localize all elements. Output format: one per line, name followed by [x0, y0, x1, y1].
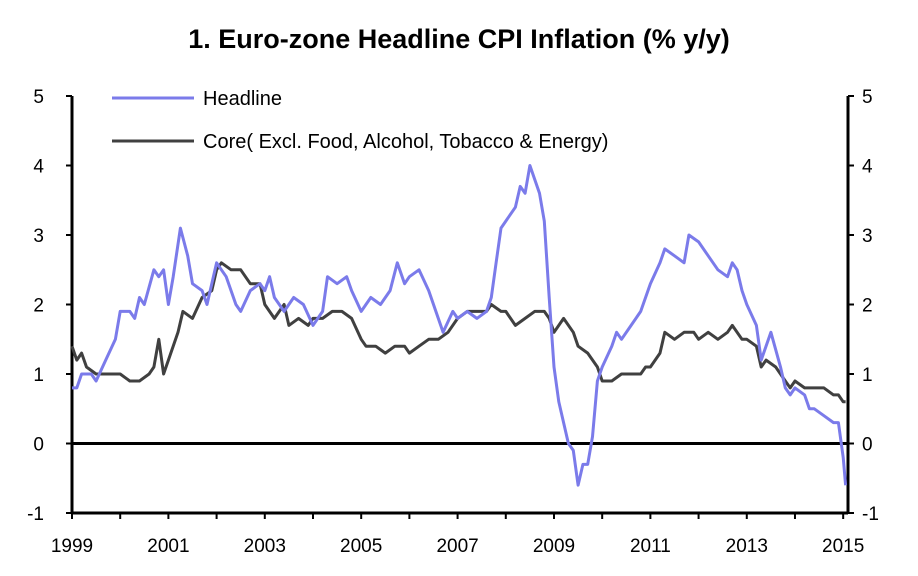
x-tick-label: 2015	[822, 536, 864, 557]
y-tick-label-right: 0	[862, 435, 873, 456]
x-tick-label: 2005	[340, 536, 382, 557]
x-tick-label: 2009	[533, 536, 575, 557]
x-tick-label: 2011	[630, 536, 671, 557]
y-tick-label-right: 3	[862, 226, 873, 247]
y-tick-label-right: 1	[862, 365, 873, 386]
x-tick-label: 2003	[244, 536, 286, 557]
y-tick-label-left: 0	[33, 435, 44, 456]
x-tick-label: 2007	[436, 536, 478, 557]
y-tick-label-right: 5	[862, 87, 873, 108]
y-tick-label-left: 4	[33, 157, 44, 178]
y-tick-label-left: 5	[33, 87, 44, 108]
x-tick-label: 2001	[147, 536, 189, 557]
series-line-0	[72, 164, 848, 487]
x-tick-label: 2013	[726, 536, 768, 557]
y-tick-label-right: 4	[862, 157, 873, 178]
y-tick-label-left: 2	[33, 296, 44, 317]
legend-label-0: Headline	[203, 88, 282, 110]
y-tick-label-right: 2	[862, 296, 873, 317]
x-tick-label: 1999	[51, 536, 93, 557]
legend-label-1: Core( Excl. Food, Alcohol, Tobacco & Ene…	[203, 131, 608, 153]
y-tick-label-left: -1	[27, 504, 44, 525]
y-tick-label-left: 1	[33, 365, 44, 386]
y-tick-label-left: 3	[33, 226, 44, 247]
y-tick-label-right: -1	[862, 504, 879, 525]
chart-title: 1. Euro-zone Headline CPI Inflation (% y…	[188, 24, 730, 54]
series-line-1	[70, 261, 846, 404]
